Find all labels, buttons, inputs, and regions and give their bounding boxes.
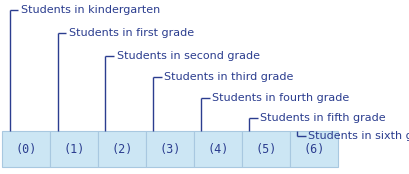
Text: (5): (5) <box>255 143 276 156</box>
Text: (0): (0) <box>16 143 37 156</box>
Text: Students in fifth grade: Students in fifth grade <box>260 113 385 123</box>
Text: Students in sixth grade: Students in sixth grade <box>308 131 409 141</box>
Text: (6): (6) <box>303 143 324 156</box>
FancyBboxPatch shape <box>146 131 194 167</box>
Text: Students in fourth grade: Students in fourth grade <box>212 93 349 104</box>
Text: Students in second grade: Students in second grade <box>116 51 259 61</box>
Text: Students in kindergarten: Students in kindergarten <box>20 5 160 15</box>
Text: Students in third grade: Students in third grade <box>164 72 293 82</box>
FancyBboxPatch shape <box>50 131 98 167</box>
Text: (3): (3) <box>159 143 180 156</box>
Text: (2): (2) <box>111 143 133 156</box>
FancyBboxPatch shape <box>242 131 290 167</box>
Text: Students in first grade: Students in first grade <box>68 28 193 38</box>
FancyBboxPatch shape <box>98 131 146 167</box>
FancyBboxPatch shape <box>194 131 242 167</box>
Text: (1): (1) <box>63 143 85 156</box>
Text: (4): (4) <box>207 143 228 156</box>
FancyBboxPatch shape <box>2 131 50 167</box>
FancyBboxPatch shape <box>290 131 337 167</box>
